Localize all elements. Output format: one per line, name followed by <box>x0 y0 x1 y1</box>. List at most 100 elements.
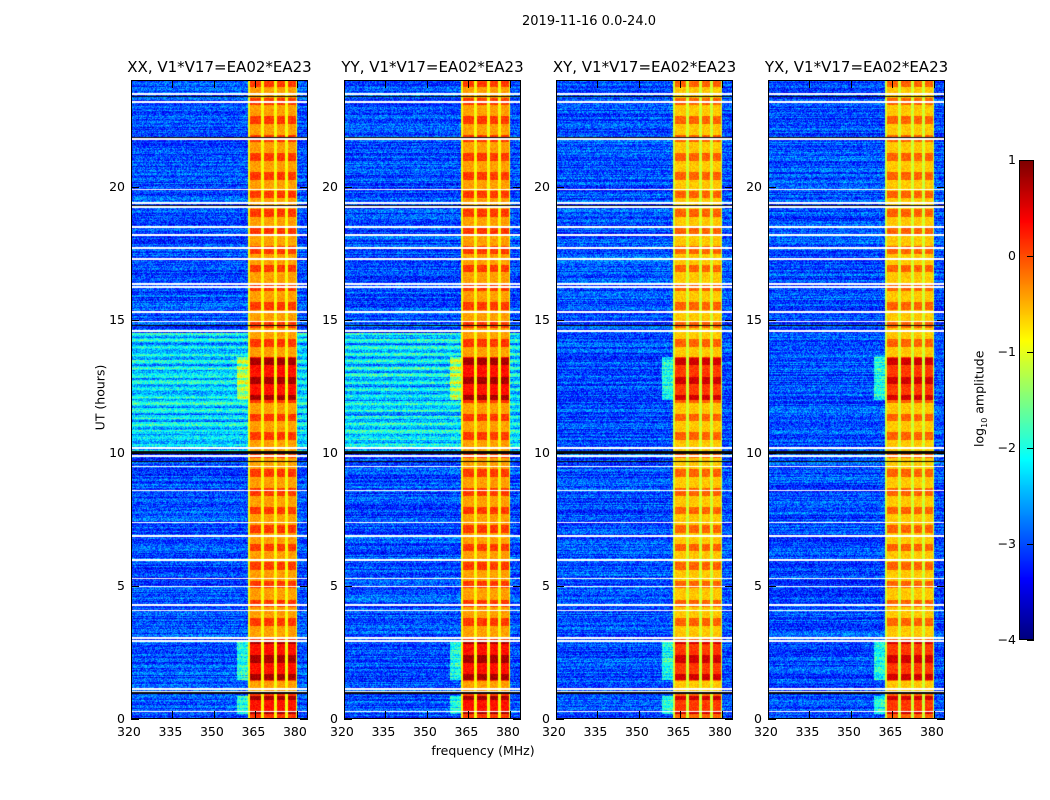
x-tick-mark <box>721 80 723 88</box>
x-tick-mark <box>296 711 298 719</box>
x-tick-mark <box>131 711 132 719</box>
y-tick-mark <box>768 319 776 321</box>
y-tick-mark <box>300 719 308 720</box>
x-tick-mark <box>213 711 215 719</box>
y-tick-mark <box>513 186 521 188</box>
x-tick-mark <box>426 80 428 88</box>
x-tick-label: 320 <box>542 724 566 739</box>
x-tick-label: 335 <box>583 724 608 739</box>
colorbar <box>1019 160 1034 640</box>
y-tick-mark <box>725 719 733 720</box>
x-tick-label: 350 <box>199 724 224 739</box>
y-tick-label: 5 <box>330 577 338 593</box>
heatmap-yx <box>768 80 945 719</box>
colorbar-tick-mark <box>1027 544 1034 545</box>
x-tick-mark <box>344 711 345 719</box>
x-tick-mark <box>892 80 894 88</box>
y-tick-mark <box>344 319 352 321</box>
x-tick-label: 365 <box>454 724 479 739</box>
panel-yx: YX, V1*V17=EA02*EA23 <box>765 58 948 719</box>
colorbar-tick-mark <box>1027 640 1034 641</box>
y-tick-mark <box>725 319 733 321</box>
figure-title: 2019-11-16 0.0-24.0 <box>522 14 656 29</box>
x-tick-mark <box>172 80 174 88</box>
y-tick-mark <box>300 585 308 587</box>
y-tick-label: 10 <box>109 444 125 460</box>
y-tick-mark <box>556 585 564 587</box>
y-tick-label: 5 <box>117 577 125 593</box>
x-tick-label: 335 <box>795 724 820 739</box>
axes-frame <box>768 80 945 719</box>
y-tick-mark <box>937 719 945 720</box>
x-tick-mark <box>509 80 511 88</box>
x-tick-mark <box>255 711 257 719</box>
y-tick-mark <box>937 452 945 454</box>
colorbar-tick-mark <box>1027 448 1034 449</box>
x-tick-mark <box>638 80 640 88</box>
x-tick-mark <box>680 711 682 719</box>
y-tick-label: 20 <box>746 178 762 194</box>
x-tick-mark <box>426 711 428 719</box>
x-tick-label: 320 <box>117 724 141 739</box>
x-tick-label: 320 <box>754 724 778 739</box>
y-tick-mark <box>300 452 308 454</box>
y-tick-mark <box>556 719 564 720</box>
y-tick-mark <box>725 452 733 454</box>
x-tick-mark <box>933 80 935 88</box>
y-tick-mark <box>513 319 521 321</box>
x-tick-label: 380 <box>282 724 307 739</box>
y-tick-mark <box>725 186 733 188</box>
colorbar-tick-label: −1 <box>997 344 1016 359</box>
heatmap-xx <box>131 80 308 719</box>
colorbar-tick-mark <box>1027 352 1034 353</box>
panel-title: XY, V1*V17=EA02*EA23 <box>552 58 737 76</box>
x-tick-mark <box>809 80 811 88</box>
x-tick-label: 365 <box>241 724 266 739</box>
x-tick-mark <box>850 711 852 719</box>
colorbar-tick-label: −2 <box>997 440 1016 455</box>
y-tick-mark <box>768 719 776 720</box>
y-tick-label: 0 <box>330 711 338 726</box>
heatmap-xy <box>556 80 733 719</box>
x-tick-mark <box>255 80 257 88</box>
colorbar-tick-mark <box>1027 256 1034 257</box>
x-tick-mark <box>131 80 132 88</box>
panel-title: YX, V1*V17=EA02*EA23 <box>764 58 949 76</box>
x-tick-mark <box>385 80 387 88</box>
axes-frame <box>556 80 733 719</box>
y-tick-mark <box>131 186 139 188</box>
x-tick-label: 380 <box>495 724 520 739</box>
x-tick-label: 365 <box>878 724 903 739</box>
heatmap-yy <box>344 80 521 719</box>
y-tick-mark <box>725 585 733 587</box>
y-tick-label: 10 <box>534 444 550 460</box>
x-tick-label: 335 <box>371 724 396 739</box>
x-tick-mark <box>556 80 557 88</box>
x-tick-mark <box>933 711 935 719</box>
y-tick-mark <box>131 452 139 454</box>
colorbar-tick-label: −4 <box>997 632 1016 647</box>
y-tick-mark <box>344 585 352 587</box>
y-tick-label: 10 <box>322 444 338 460</box>
y-tick-label: 20 <box>534 178 550 194</box>
y-tick-mark <box>937 585 945 587</box>
x-tick-mark <box>809 711 811 719</box>
colorbar-tick-mark <box>1027 160 1034 161</box>
y-tick-mark <box>513 585 521 587</box>
colorbar-label: log10 amplitude <box>971 339 989 459</box>
x-tick-mark <box>172 711 174 719</box>
y-tick-mark <box>513 719 521 720</box>
x-axis-label: frequency (MHz) <box>431 743 535 758</box>
y-tick-label: 15 <box>322 311 338 327</box>
x-tick-label: 350 <box>836 724 861 739</box>
y-tick-mark <box>300 186 308 188</box>
panel-yy: YY, V1*V17=EA02*EA23 <box>341 58 524 719</box>
y-tick-label: 15 <box>534 311 550 327</box>
y-tick-mark <box>513 452 521 454</box>
y-tick-mark <box>556 186 564 188</box>
y-tick-label: 15 <box>746 311 762 327</box>
y-tick-mark <box>937 186 945 188</box>
colorbar-tick-label: 1 <box>1008 152 1016 167</box>
y-tick-label: 5 <box>754 577 762 593</box>
y-tick-label: 0 <box>754 711 762 726</box>
